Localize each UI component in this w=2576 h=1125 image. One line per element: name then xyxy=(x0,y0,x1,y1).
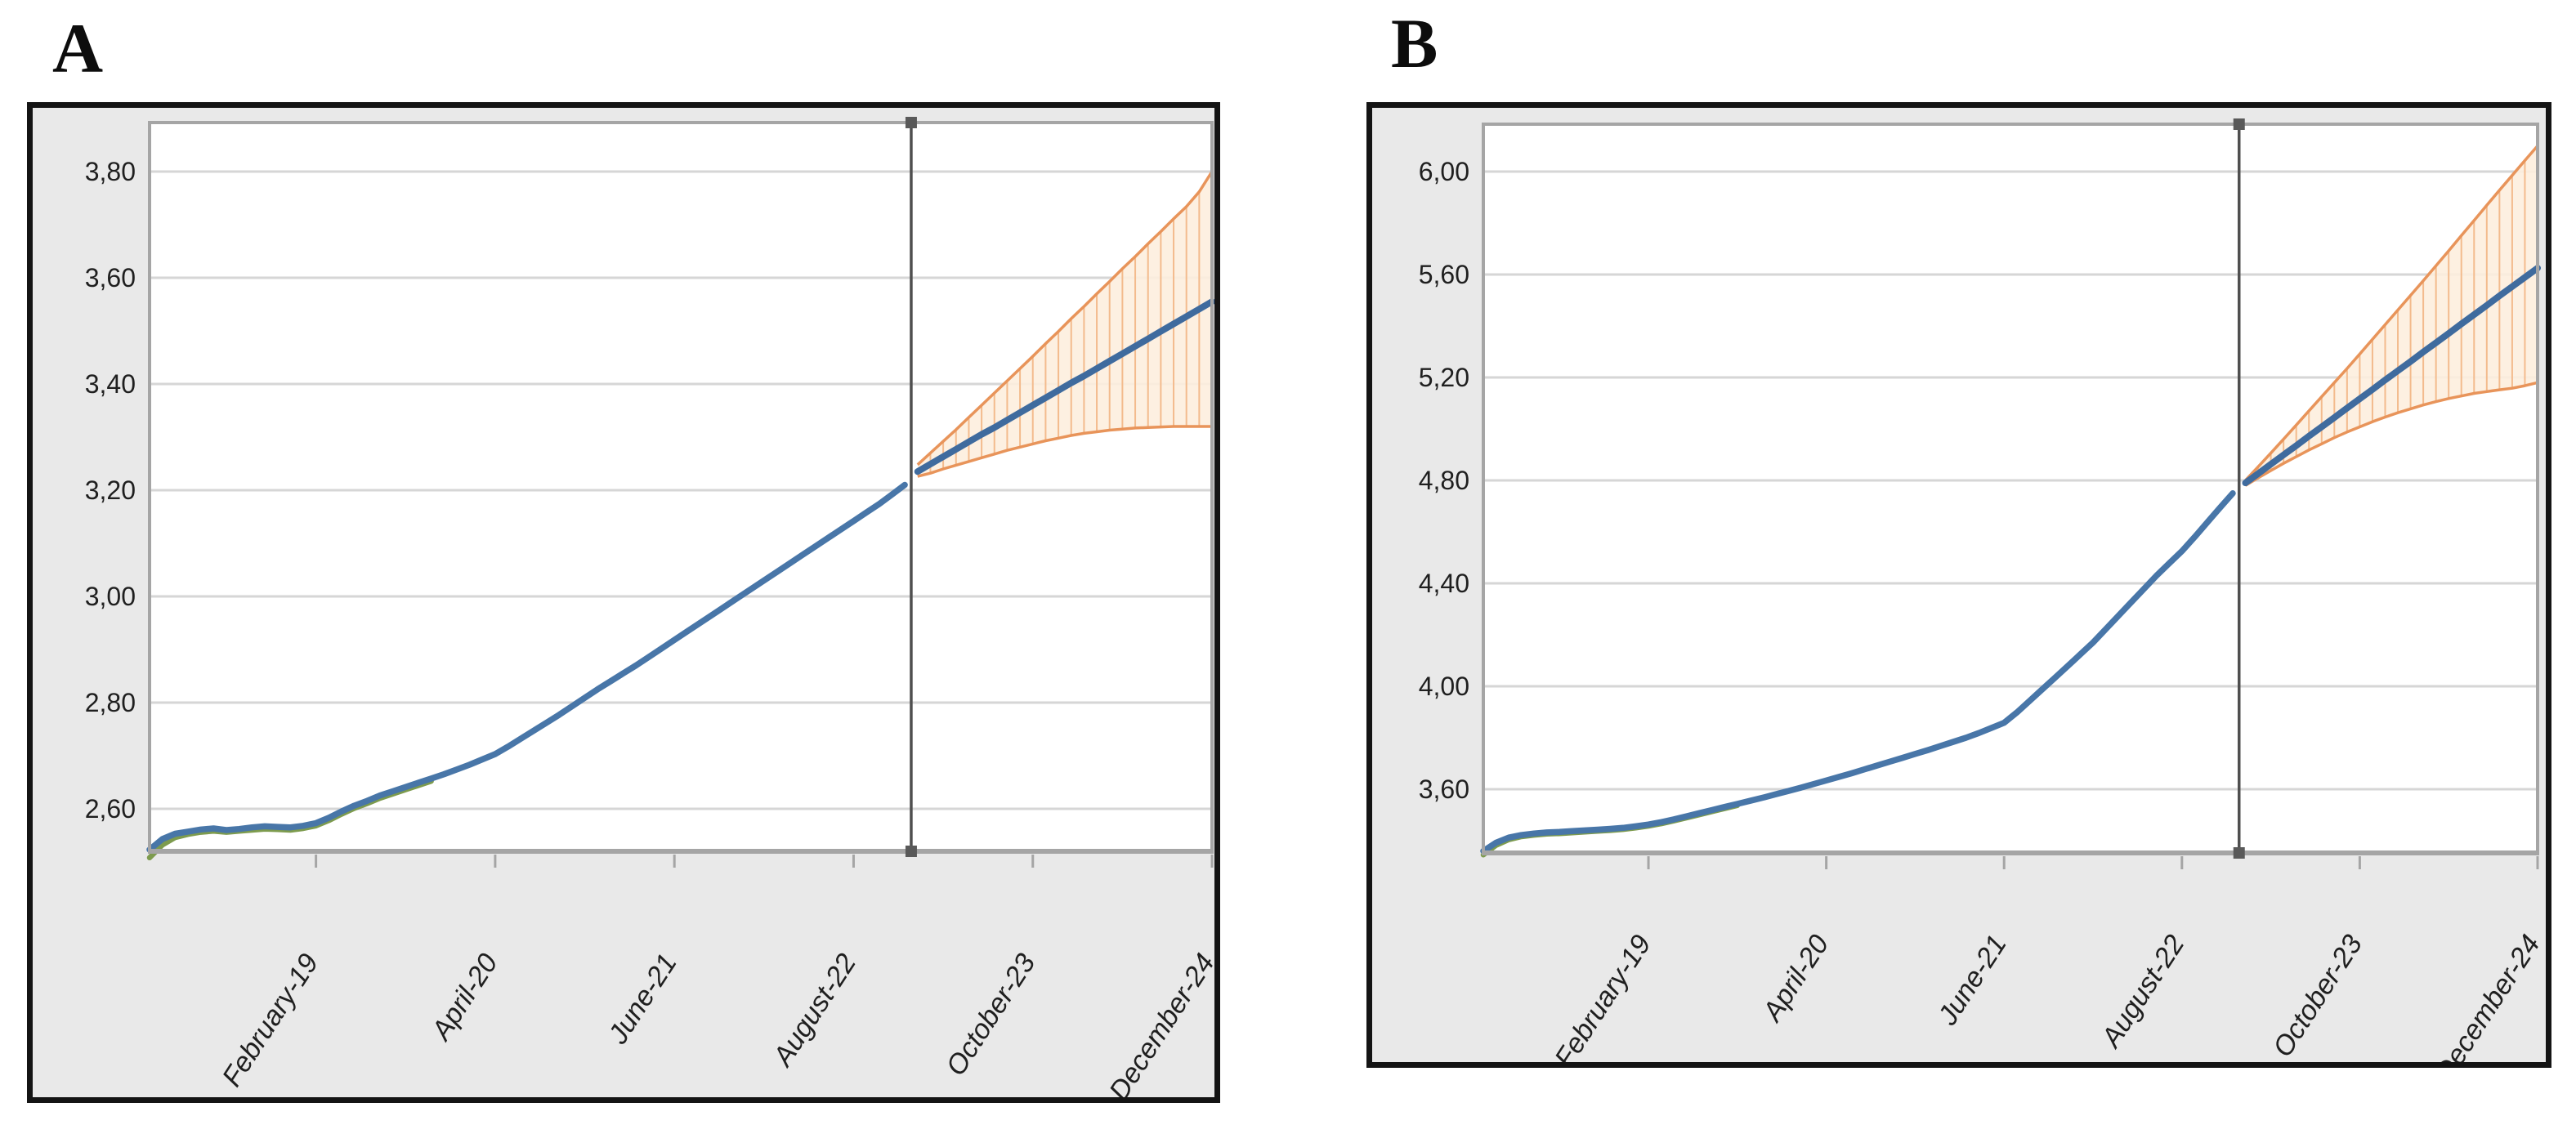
forecast-chart-a: February-19 April-20 June-21 August-22 Octob… xyxy=(27,102,1220,1103)
forecast-chart-b: February-19 April-20 June-21 August-22 Octob… xyxy=(1366,102,2551,1068)
y-tick-label: 3,60 xyxy=(85,263,136,292)
ci-upper-line xyxy=(916,171,1214,467)
forecast-start-handle xyxy=(905,846,917,857)
panel-label-b: B xyxy=(1391,8,1438,72)
y-tick-label: 4,40 xyxy=(1419,569,1469,598)
y-tick-label: 3,80 xyxy=(85,157,136,186)
y-tick-label: 2,60 xyxy=(85,794,136,824)
forecast-line xyxy=(2242,265,2541,487)
x-tick-label: December-24 xyxy=(2429,930,2546,1062)
panel-label-a: A xyxy=(52,13,104,78)
history-line xyxy=(1480,490,2236,855)
x-tick-label: August-22 xyxy=(767,949,862,1073)
forecast-start-handle xyxy=(2233,118,2245,130)
forecast-line xyxy=(914,298,1214,475)
y-tick-label: 4,80 xyxy=(1419,466,1469,495)
y-tick-label: 2,80 xyxy=(85,688,136,717)
x-tick-label: February-19 xyxy=(217,949,325,1092)
y-tick-label: 3,20 xyxy=(85,475,136,505)
y-tick-label: 4,00 xyxy=(1419,672,1469,701)
plot-area xyxy=(1483,124,2538,853)
y-tick-label: 5,20 xyxy=(1419,363,1469,392)
y-tick-label: 3,60 xyxy=(1419,775,1469,804)
ci-upper-line xyxy=(2244,145,2539,482)
forecast-start-handle xyxy=(2233,847,2245,859)
x-tick-label: October-23 xyxy=(2267,930,2368,1062)
y-tick-label: 3,40 xyxy=(85,369,136,399)
ci-lower-line xyxy=(2244,381,2538,487)
plot-area xyxy=(150,123,1212,851)
forecast-start-handle xyxy=(905,117,917,128)
y-tick-label: 5,60 xyxy=(1419,260,1469,289)
x-tick-label: December-24 xyxy=(1103,949,1214,1097)
x-tick-label: February-19 xyxy=(1549,930,1657,1062)
y-tick-label: 6,00 xyxy=(1419,157,1469,186)
x-tick-label: April-20 xyxy=(425,949,504,1047)
ci-lower-line xyxy=(917,425,1212,478)
y-tick-label: 3,00 xyxy=(85,582,136,611)
x-tick-label: August-22 xyxy=(2095,930,2190,1054)
x-tick-label: June-21 xyxy=(1932,930,2013,1032)
history-line xyxy=(146,481,908,853)
x-tick-label: June-21 xyxy=(602,949,683,1051)
x-tick-label: October-23 xyxy=(940,949,1041,1082)
chart-b-plot: February-19 April-20 June-21 August-22 Octob… xyxy=(1419,118,2546,1062)
confidence-band xyxy=(917,172,1212,477)
chart-a-plot: February-19 April-20 June-21 August-22 Octob… xyxy=(85,117,1214,1097)
x-tick-label: April-20 xyxy=(1756,930,1836,1029)
